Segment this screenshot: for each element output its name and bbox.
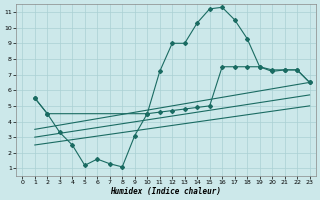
X-axis label: Humidex (Indice chaleur): Humidex (Indice chaleur) [110,187,221,196]
